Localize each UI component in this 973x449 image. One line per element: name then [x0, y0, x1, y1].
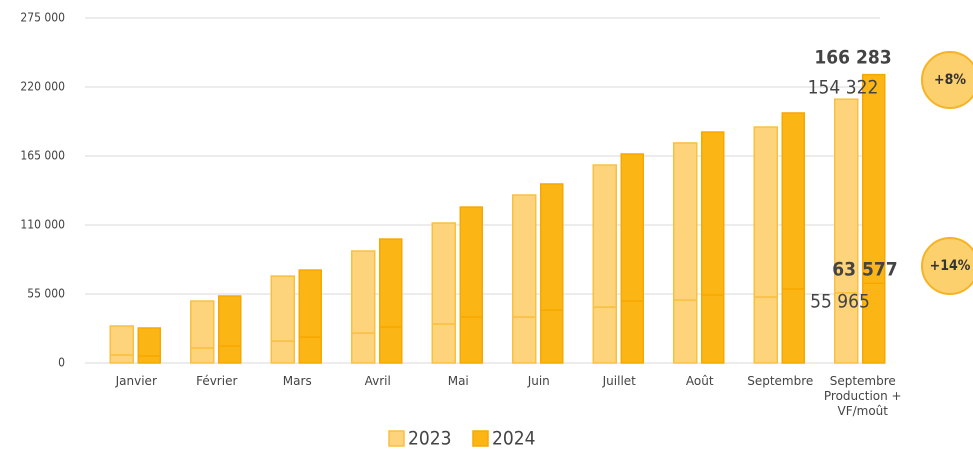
x-tick-label: Janvier [115, 374, 157, 388]
legend-swatch [388, 430, 405, 447]
legend-label: 2023 [408, 428, 452, 449]
bar-segment [862, 73, 886, 284]
bar-segment [190, 347, 215, 364]
y-tick-label: 110 000 [20, 218, 65, 232]
bar-segment [512, 194, 537, 318]
bar-segment [620, 300, 644, 364]
badge-label: +8% [934, 72, 966, 88]
x-tick-label: Avril [364, 374, 391, 388]
bar-segment [379, 238, 403, 328]
x-tick-label: Août [685, 374, 714, 388]
bar-segment [781, 288, 805, 364]
bar-segment [834, 98, 859, 294]
bar-segment [701, 294, 725, 364]
y-tick-label: 220 000 [20, 80, 65, 94]
bar-segment [459, 316, 483, 364]
y-tick-label: 165 000 [20, 149, 65, 163]
bar-segment [781, 112, 805, 290]
x-tick-label: Juillet [602, 374, 636, 388]
bar-segment [592, 164, 617, 308]
legend-label: 2024 [492, 428, 536, 449]
y-tick-label: 275 000 [20, 11, 65, 25]
value-label: 166 283 [814, 47, 891, 69]
bar-segment [218, 295, 242, 347]
bar-segment [351, 332, 376, 364]
value-label: 154 322 [808, 77, 879, 99]
bar-segment [592, 306, 617, 364]
bar-segment [753, 126, 778, 298]
badge [921, 237, 973, 295]
bar-segment [109, 325, 134, 356]
bar-segment [137, 327, 161, 357]
bar-segment [270, 340, 295, 364]
bar-segment [351, 250, 376, 334]
bar-segment [620, 153, 644, 302]
value-label: 63 577 [832, 259, 897, 281]
badge-label: +14% [930, 258, 971, 274]
x-tick-label: Février [196, 374, 238, 388]
bar-segment [298, 269, 322, 338]
bar-segment [673, 299, 698, 364]
bar-segment [431, 222, 456, 325]
bar-segment [540, 183, 564, 311]
bar-segment [298, 336, 322, 364]
bar-segment [701, 131, 725, 296]
bar-segment [753, 296, 778, 364]
x-tick-label: Juin [527, 374, 550, 388]
y-tick-label: 0 [58, 356, 65, 370]
x-tick-label: Septembre Production + VF/moût [823, 374, 902, 418]
bar-segment [137, 355, 161, 364]
x-tick-label: Mai [447, 374, 469, 388]
bar-segment [673, 142, 698, 301]
badge [921, 51, 973, 109]
x-tick-label: Mars [282, 374, 312, 388]
value-label: 55 965 [810, 291, 870, 313]
bar-segment [190, 300, 215, 349]
x-tick-label: Septembre [747, 374, 814, 388]
bar-segment [540, 309, 564, 364]
legend-swatch [472, 430, 489, 447]
bar-segment [512, 316, 537, 364]
bar-segment [109, 354, 134, 364]
bar-segment [459, 206, 483, 318]
y-tick-label: 55 000 [27, 287, 65, 301]
bar-segment [431, 323, 456, 364]
bar-segment [218, 345, 242, 364]
bar-segment [379, 326, 403, 364]
bar-segment [270, 275, 295, 342]
